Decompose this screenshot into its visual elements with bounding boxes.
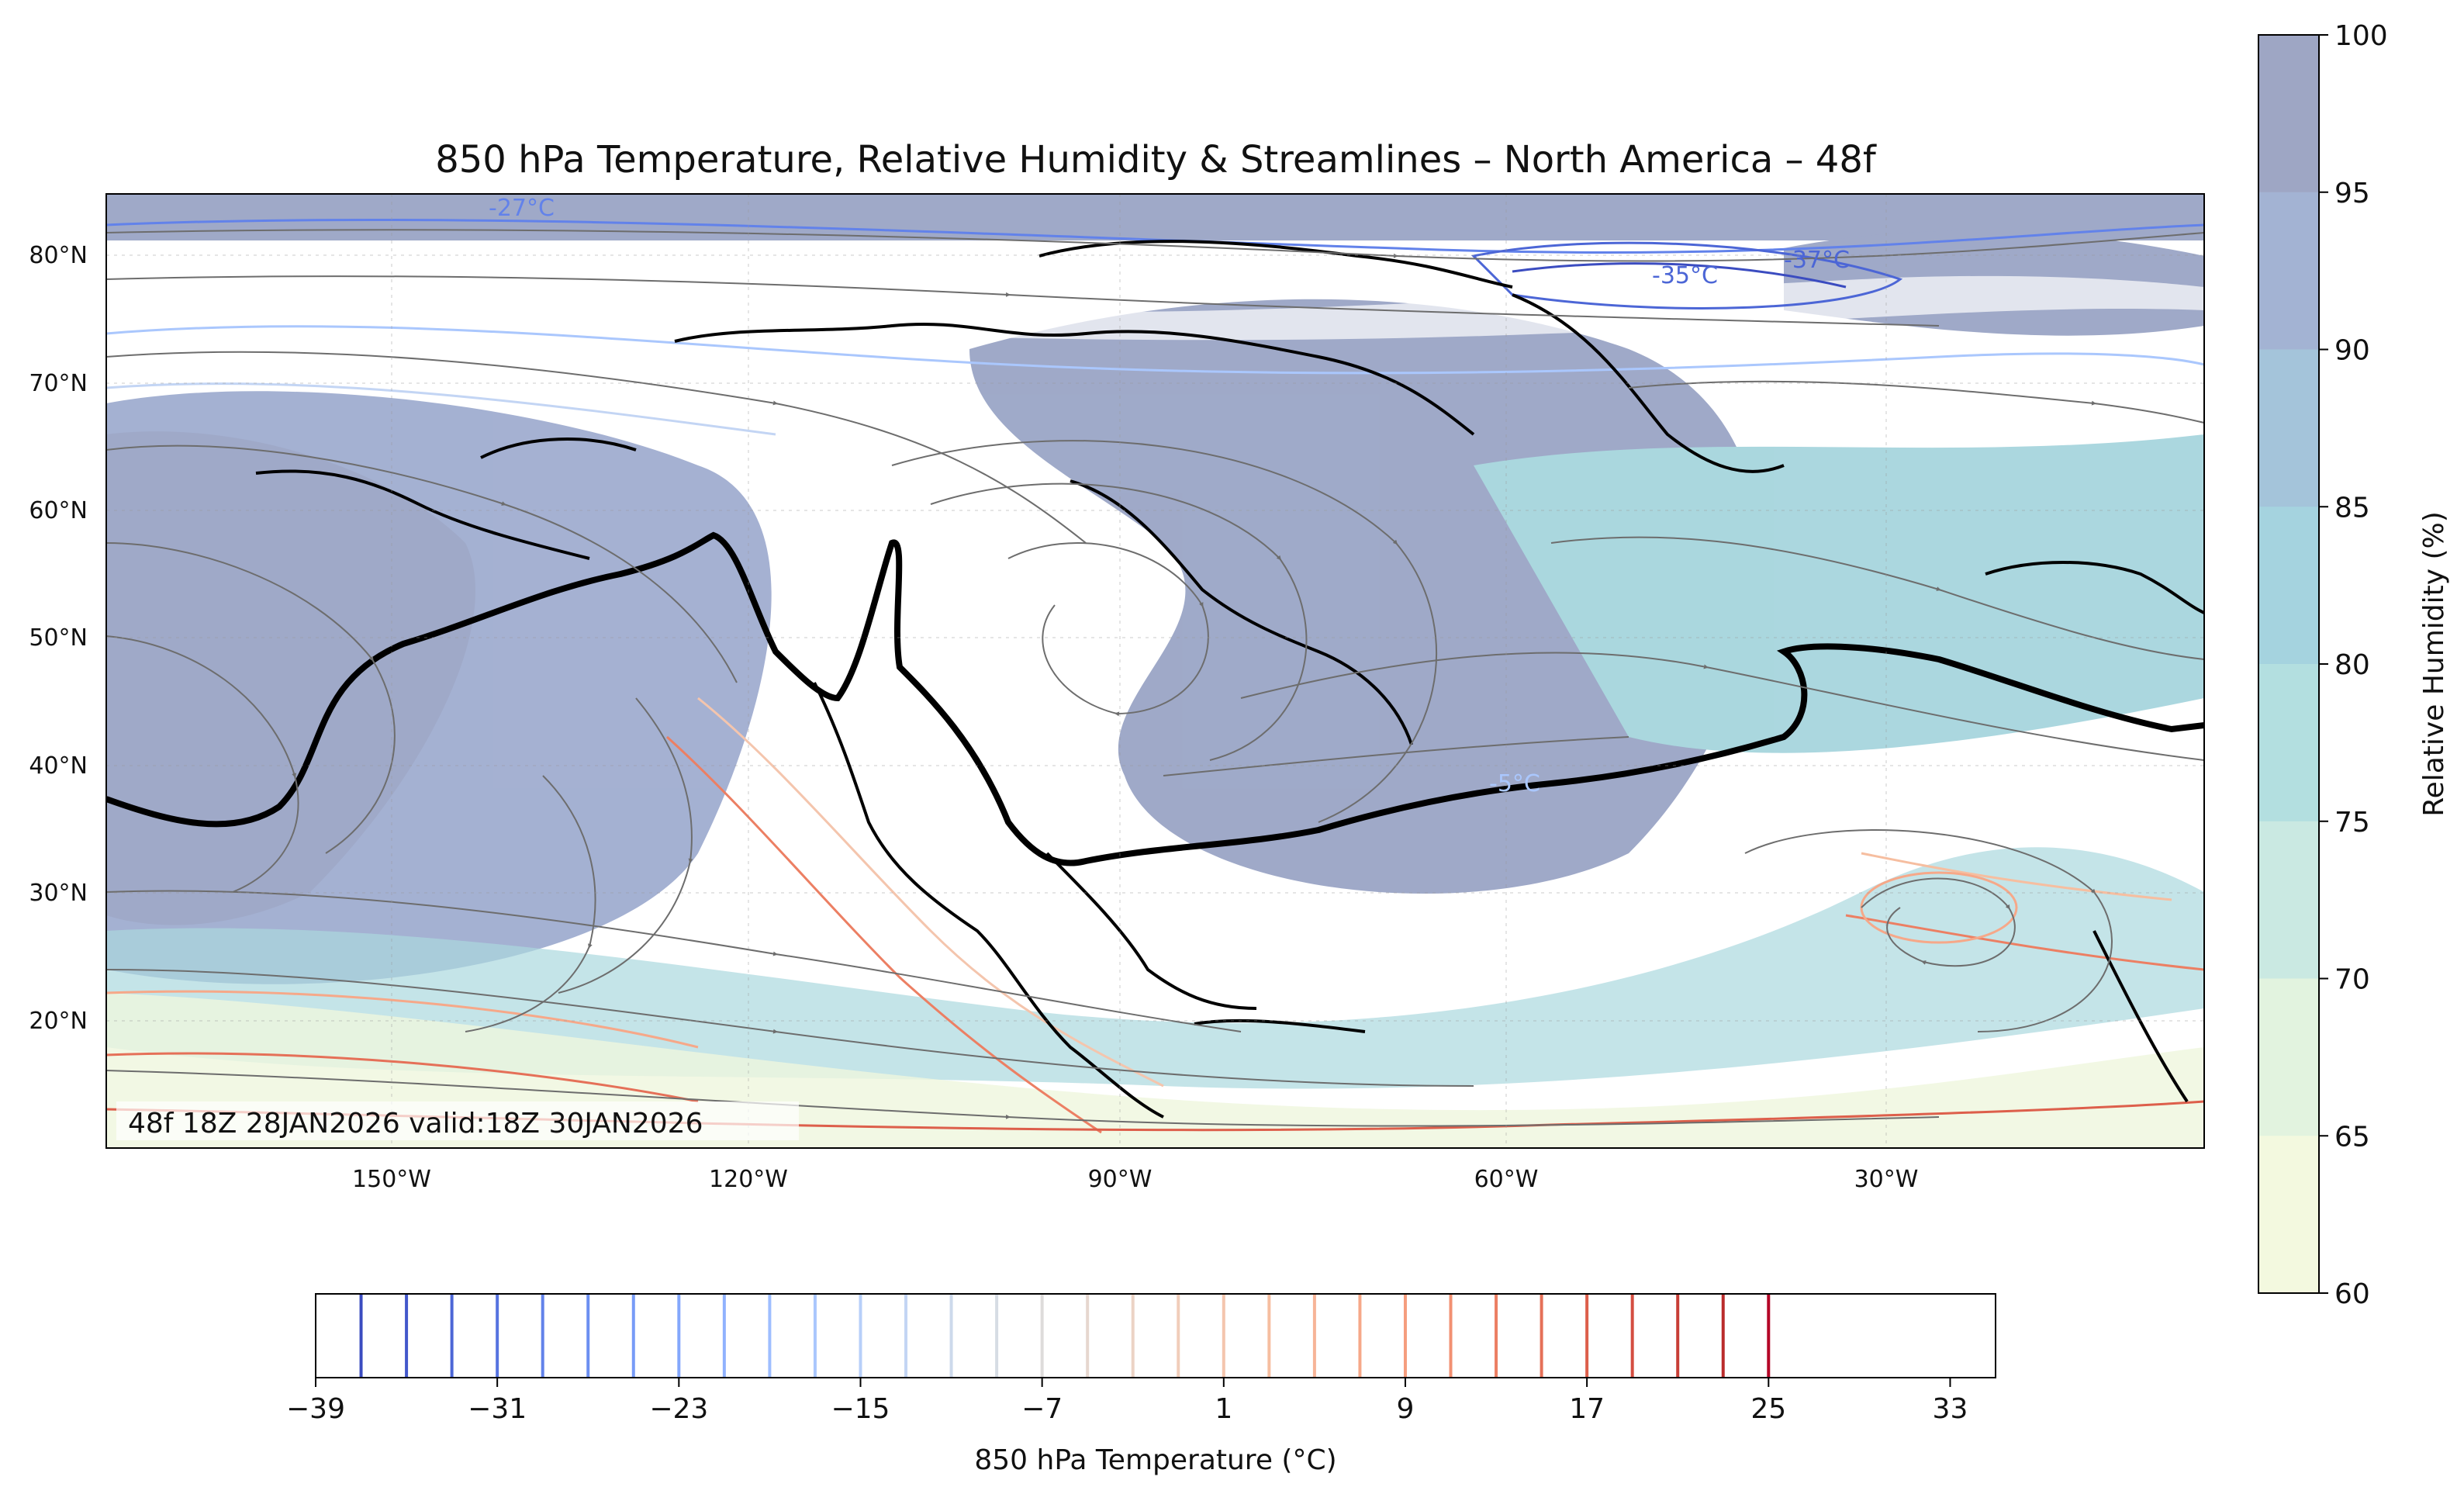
- temp-colorbar: −39 −31 −23 −15 −7 1 9 17 25 33 850 hPa Temperatu…: [286, 1293, 1996, 1476]
- valid-time-box: [116, 1101, 799, 1140]
- rh-colorbar-band: [2258, 978, 2319, 1136]
- temp-tick-label: 33: [1933, 1393, 1968, 1425]
- rh-colorbar-ticks: 100 95 90 85 80 75 70 65 60: [2319, 20, 2388, 1310]
- temp-colorbar-label: 850 hPa Temperature (°C): [974, 1444, 1336, 1476]
- rh-tick-label: 75: [2334, 807, 2370, 839]
- lon-tick-labels: 150°W 120°W 90°W 60°W 30°W: [352, 1166, 1918, 1193]
- rh-colorbar-bands: [2258, 35, 2319, 1294]
- rh-tick-label: 60: [2334, 1278, 2370, 1310]
- lat-tick: 80°N: [29, 242, 88, 269]
- rh-tick-label: 70: [2334, 964, 2370, 996]
- rh-colorbar-band: [2258, 349, 2319, 507]
- rh-tick-label: 90: [2334, 335, 2370, 367]
- temp-tick-label: −23: [649, 1393, 708, 1425]
- lat-tick: 40°N: [29, 752, 88, 780]
- freezing-line: [106, 531, 2204, 866]
- lat-tick: 20°N: [29, 1008, 88, 1035]
- temp-tick-label: −15: [831, 1393, 890, 1425]
- map-frame: [105, 193, 2205, 1149]
- map-panel: -27°C -35°C -37°C -5°C 48f 18Z 28JAN2026…: [105, 193, 2205, 1149]
- rh-tick-label: 85: [2334, 492, 2370, 524]
- rh-colorbar-band: [2258, 1136, 2319, 1294]
- lon-tick: 90°W: [1088, 1166, 1153, 1193]
- contour-labels: -27°C -35°C -37°C -5°C: [489, 195, 1850, 797]
- streamlines: [106, 229, 2204, 1127]
- temp-colorbar-ticks: −39 −31 −23 −15 −7 1 9 17 25 33: [286, 1378, 1968, 1425]
- temp-colorbar-frame: [315, 1293, 1996, 1378]
- rh-colorbar-band: [2258, 35, 2319, 193]
- lon-tick: 30°W: [1854, 1166, 1919, 1193]
- lat-tick: 30°N: [29, 880, 88, 907]
- temp-colorbar-background: [316, 1294, 1996, 1378]
- contour-label: -35°C: [1652, 262, 1718, 289]
- map-title: 850 hPa Temperature, Relative Humidity &…: [435, 138, 1877, 182]
- rh-colorbar-band: [2258, 664, 2319, 822]
- temp-tick-label: 25: [1750, 1393, 1786, 1425]
- lat-tick: 70°N: [29, 370, 88, 397]
- rh-tick-label: 80: [2334, 649, 2370, 681]
- contour-label: -27°C: [489, 195, 555, 222]
- rh-tick-label: 100: [2334, 20, 2388, 52]
- lat-tick: 60°N: [29, 497, 88, 524]
- lat-tick-labels: 80°N 70°N 60°N 50°N 40°N 30°N 20°N: [29, 242, 88, 1035]
- temp-tick-label: −7: [1021, 1393, 1063, 1425]
- valid-time-label: 48f 18Z 28JAN2026 valid:18Z 30JAN2026: [128, 1108, 703, 1140]
- contour-label: -37°C: [1784, 247, 1850, 274]
- temp-tick-label: 1: [1215, 1393, 1232, 1425]
- temp-colorbar-lines: [359, 1294, 1771, 1378]
- rh-colorbar-band: [2258, 821, 2319, 979]
- rh-colorbar-band: [2258, 507, 2319, 665]
- temp-tick-label: −39: [286, 1393, 345, 1425]
- lon-tick: 150°W: [352, 1166, 431, 1193]
- lat-tick: 50°N: [29, 624, 88, 652]
- temp-tick-label: 9: [1397, 1393, 1415, 1425]
- coastlines: [255, 240, 2204, 1119]
- rh-colorbar-label: Relative Humidity (%): [2418, 511, 2450, 817]
- temp-tick-label: 17: [1569, 1393, 1605, 1425]
- lon-tick: 60°W: [1474, 1166, 1539, 1193]
- rh-colorbar-band: [2258, 192, 2319, 350]
- rh-tick-label: 95: [2334, 178, 2370, 209]
- rh-colorbar: 100 95 90 85 80 75 70 65 60 Relative Humidity (%…: [2258, 20, 2450, 1310]
- rh-tick-label: 65: [2334, 1121, 2370, 1153]
- temp-tick-label: −31: [468, 1393, 527, 1425]
- contour-label: -5°C: [1489, 770, 1540, 797]
- lon-tick: 120°W: [709, 1166, 788, 1193]
- graticule: [106, 194, 2204, 1148]
